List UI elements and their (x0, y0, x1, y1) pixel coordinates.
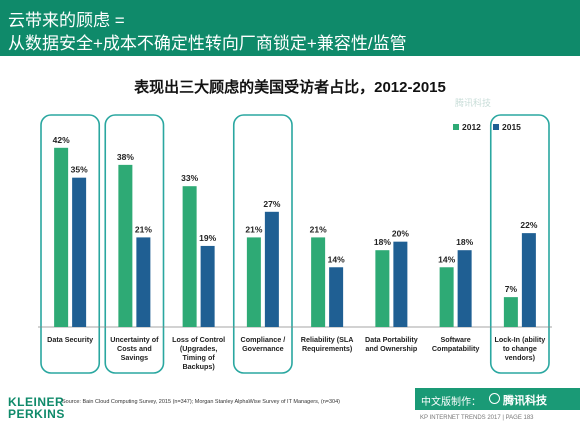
category-label: Backups) (182, 362, 215, 371)
data-label: 21% (245, 224, 262, 234)
category-label: Lock-In (ability (495, 335, 546, 344)
bar-2012 (503, 297, 518, 327)
data-label: 18% (374, 237, 391, 247)
data-label: 35% (71, 165, 88, 175)
highlight-box (40, 114, 101, 374)
legend-swatch-2012 (453, 124, 459, 130)
data-label: 19% (199, 233, 216, 243)
kleiner-perkins-logo: KLEINER PERKINS (8, 396, 65, 420)
category-label: Uncertainty of (110, 335, 159, 344)
category-label: Timing of (183, 353, 216, 362)
bar-2015 (264, 211, 279, 327)
data-label: 22% (520, 220, 537, 230)
slide-title-line1: 云带来的顾虑 = (8, 11, 125, 30)
bar-2015 (393, 241, 408, 327)
data-label: 20% (392, 229, 409, 239)
data-label: 18% (456, 237, 473, 247)
legend-swatch-2015 (493, 124, 499, 130)
data-label: 33% (181, 173, 198, 183)
data-label: 7% (505, 284, 518, 294)
category-label: Data Portability (365, 335, 418, 344)
data-label: 21% (135, 224, 152, 234)
highlight-box (232, 114, 293, 374)
highlight-box (489, 114, 550, 374)
bar-2012 (439, 267, 454, 327)
category-label: vendors) (505, 353, 536, 362)
slide-title-line2: 从数据安全+成本不确定性转向厂商锁定+兼容性/监管 (8, 34, 407, 53)
category-label: Loss of Control (172, 335, 225, 344)
source-note: Source: Bain Cloud Computing Survey, 201… (62, 399, 341, 405)
category-label: Compatability (432, 344, 480, 353)
legend-label: 2015 (502, 122, 521, 132)
data-label: 38% (117, 152, 134, 162)
page-footer-text: KP INTERNET TRENDS 2017 | PAGE 183 (420, 415, 534, 421)
bar-2015 (329, 267, 344, 327)
legend-label: 2012 (462, 122, 481, 132)
category-label: Compliance / (241, 335, 286, 344)
made-by-label: 中文版制作： (421, 397, 481, 408)
category-label: Savings (121, 353, 149, 362)
bar-2012 (246, 237, 261, 327)
bar-2012 (118, 164, 133, 327)
bar-2012 (375, 250, 390, 327)
bar-2015 (457, 250, 472, 327)
bar-2012 (311, 237, 326, 327)
category-label: to change (503, 344, 537, 353)
category-label: Data Security (47, 335, 93, 344)
data-label: 21% (310, 224, 327, 234)
category-label: Software (440, 335, 470, 344)
category-label: Costs and (117, 344, 152, 353)
category-label: Reliability (SLA (301, 335, 354, 344)
logo-line2: PERKINS (8, 407, 65, 421)
category-label: and Ownership (365, 344, 418, 353)
data-label: 42% (53, 135, 70, 145)
category-label: Requirements) (302, 344, 353, 353)
slide-header: 云带来的顾虑 = 从数据安全+成本不确定性转向厂商锁定+兼容性/监管 (0, 0, 580, 56)
bar-2012 (54, 147, 69, 327)
footer-credit-bar: 中文版制作： 腾讯科技 (415, 388, 580, 410)
logo-line1: KLEINER (8, 395, 65, 409)
bar-2015 (72, 177, 87, 327)
tencent-logo-icon (489, 393, 500, 404)
highlight-box (104, 114, 165, 374)
data-label: 14% (328, 254, 345, 264)
watermark-text: 腾讯科技 (455, 98, 492, 108)
data-label: 14% (438, 254, 455, 264)
category-label: (Upgrades, (180, 344, 218, 353)
brand-name: 腾讯科技 (503, 395, 547, 407)
data-label: 27% (263, 199, 280, 209)
bar-2012 (182, 186, 197, 327)
category-label: Governance (242, 344, 284, 353)
bar-2015 (200, 245, 215, 327)
chart-title: 表现出三大顾虑的美国受访者占比，2012-2015 (134, 79, 446, 96)
bar-2015 (136, 237, 151, 327)
bar-2015 (521, 233, 536, 327)
